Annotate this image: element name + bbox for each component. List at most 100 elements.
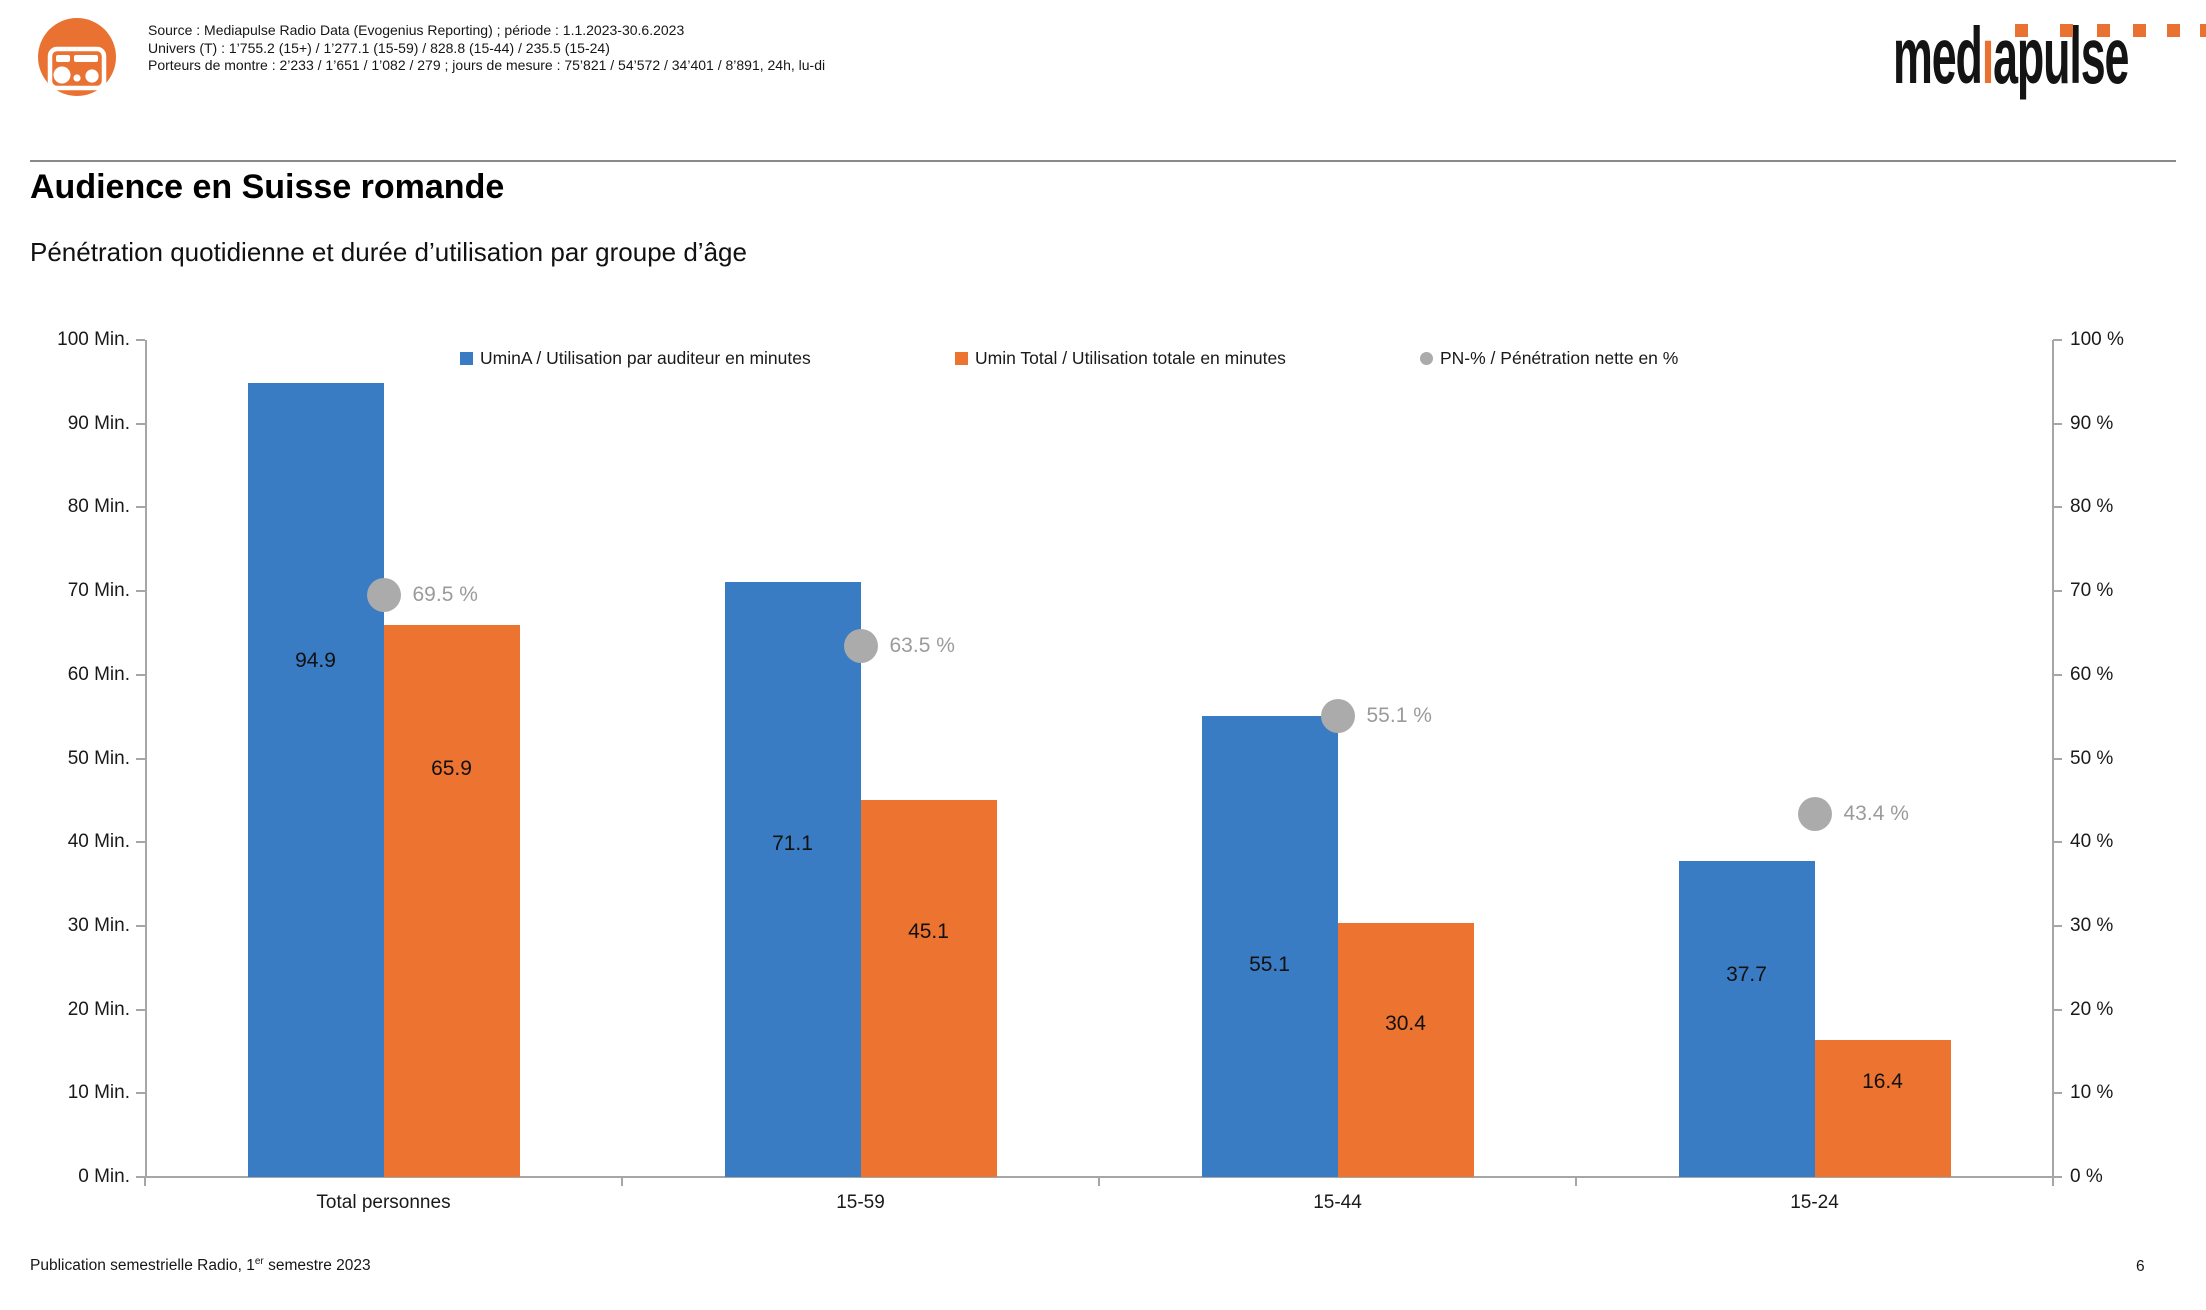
bar-umintotal-1 [860,799,997,1177]
right-axis-tick [2053,757,2062,760]
radio-icon [38,18,116,96]
left-axis-tick-label: 70 Min. [67,580,130,602]
right-axis-tick [2053,1008,2062,1011]
footer-note: Publication semestrielle Radio, 1er seme… [30,1255,371,1274]
bar-value-umintotal-1: 45.1 [908,919,949,943]
pn-point-label-3: 43.4 % [1843,801,1909,825]
left-axis-tick [136,339,145,341]
left-axis-tick [136,673,145,676]
pn-point-3 [1797,796,1832,831]
pn-point-label-1: 63.5 % [889,633,955,657]
left-axis-tick [136,1092,145,1095]
logo-dot-3 [2097,24,2110,37]
right-axis-tick [2053,1176,2062,1178]
y-axis-left [145,340,147,1177]
page-number: 6 [2136,1258,2145,1275]
right-axis-tick [2053,1092,2062,1095]
header-divider [30,160,2176,162]
x-axis-tick [621,1177,623,1186]
page-title: Audience en Suisse romande [30,168,505,206]
bar-value-umina-2: 55.1 [1249,952,1290,976]
footer-superscript: er [254,1255,264,1267]
bar-value-umintotal-0: 65.9 [431,756,472,780]
left-axis-tick-label: 50 Min. [67,747,130,769]
right-axis-tick [2053,673,2062,676]
source-line-2: Univers (T) : 1’755.2 (15+) / 1’277.1 (1… [148,39,610,56]
right-axis-tick [2053,506,2062,509]
bar-umina-0 [247,382,384,1177]
category-label: Total personnes [316,1192,451,1213]
right-axis-tick-label: 10 % [2070,1082,2114,1104]
left-axis-tick [136,422,145,425]
right-axis-tick [2053,339,2062,341]
right-axis-tick-label: 70 % [2070,580,2114,602]
right-axis-tick-label: 0 % [2070,1166,2103,1187]
legend-label-umintotal: Umin Total / Utilisation totale en minut… [975,347,1286,368]
legend-item-umintotal: Umin Total / Utilisation totale en minut… [955,348,1286,368]
legend-marker-umintotal [955,351,968,365]
left-axis-tick [136,757,145,760]
legend-item-pn: PN-% / Pénétration nette en % [1420,348,1678,368]
x-axis-tick [144,1177,146,1186]
left-axis-tick [136,1008,145,1011]
bar-umintotal-3 [1814,1039,1951,1177]
logo-accent-i: ı [1981,11,1994,100]
left-axis-tick-label: 0 Min. [78,1166,130,1187]
legend-marker-umina [460,351,473,365]
right-axis-tick-label: 20 % [2070,998,2114,1020]
bar-value-umina-0: 94.9 [295,648,336,672]
pn-point-label-0: 69.5 % [412,583,478,607]
legend-item-umina: UminA / Utilisation par auditeur en minu… [460,348,811,368]
left-axis-tick-label: 10 Min. [67,1082,130,1104]
right-axis-tick-label: 100 % [2070,329,2124,350]
bar-umintotal-2 [1337,922,1474,1177]
legend-marker-pn [1420,351,1433,365]
pn-point-label-2: 55.1 % [1366,703,1432,727]
source-text: Source : Mediapulse Radio Data (Evogeniu… [148,22,825,75]
right-axis-tick [2053,422,2062,425]
logo-dot-2 [2060,24,2073,37]
bar-umina-2 [1201,715,1338,1177]
right-axis-tick-label: 30 % [2070,914,2114,936]
logo-dot-6 [2200,24,2206,37]
right-axis-tick-label: 40 % [2070,831,2114,853]
left-axis-tick-label: 90 Min. [67,412,130,434]
right-axis-tick [2053,841,2062,844]
right-axis-tick-label: 90 % [2070,412,2114,434]
pn-point-2 [1320,698,1355,733]
bar-umina-3 [1678,861,1815,1177]
pn-point-0 [366,578,401,613]
left-axis-tick-label: 80 Min. [67,496,130,518]
left-axis-tick-label: 60 Min. [67,663,130,685]
header: Source : Mediapulse Radio Data (Evogeniu… [0,0,2206,120]
source-line-3: Porteurs de montre : 2’233 / 1’651 / 1’0… [148,57,826,73]
bar-umintotal-0 [383,625,520,1177]
logo-dot-4 [2133,24,2146,37]
category-label: 15-44 [1313,1192,1362,1213]
bar-value-umina-3: 37.7 [1726,963,1767,987]
right-axis-tick-label: 60 % [2070,663,2114,685]
left-axis-tick [136,924,145,927]
left-axis-tick-label: 100 Min. [57,329,130,350]
right-axis-tick-label: 80 % [2070,496,2114,518]
left-axis-tick [136,590,145,593]
left-axis-tick-label: 20 Min. [67,998,130,1020]
right-axis-tick [2053,924,2062,927]
source-line-1: Source : Mediapulse Radio Data (Evogeniu… [148,22,685,38]
right-axis-tick-label: 50 % [2070,747,2114,769]
bar-value-umintotal-3: 16.4 [1862,1070,1903,1094]
logo-dot-5 [2167,24,2180,37]
bar-umina-1 [724,581,861,1177]
x-axis-tick [1575,1177,1577,1186]
legend-label-pn: PN-% / Pénétration nette en % [1440,347,1679,368]
left-axis-tick-label: 40 Min. [67,831,130,853]
bar-value-umintotal-2: 30.4 [1385,1012,1426,1036]
right-axis-tick [2053,590,2062,593]
page-subtitle: Pénétration quotidienne et durée d’utili… [30,237,747,267]
bar-value-umina-1: 71.1 [772,831,813,855]
left-axis-tick [136,841,145,844]
x-axis-tick [2052,1177,2054,1186]
category-label: 15-24 [1790,1192,1839,1213]
